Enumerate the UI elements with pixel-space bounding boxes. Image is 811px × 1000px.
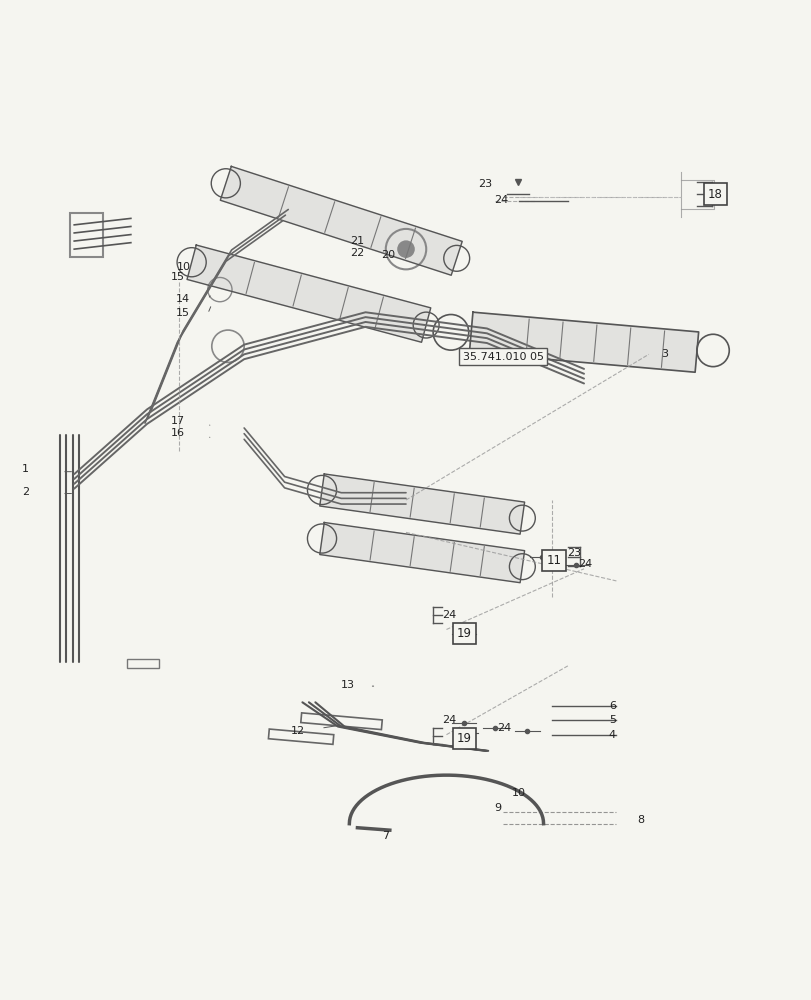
Polygon shape (469, 312, 697, 372)
Text: 4: 4 (608, 730, 616, 740)
Text: 12: 12 (290, 726, 304, 736)
Bar (300, 713, 382, 730)
Text: 3: 3 (661, 349, 667, 359)
Text: 9: 9 (494, 803, 501, 813)
Text: 14: 14 (175, 294, 190, 304)
Text: 16: 16 (170, 428, 185, 438)
Polygon shape (187, 245, 430, 342)
Polygon shape (320, 474, 524, 534)
Text: 11: 11 (546, 554, 561, 567)
Text: 6: 6 (608, 701, 615, 711)
Text: 5: 5 (608, 715, 615, 725)
Text: 24: 24 (441, 715, 456, 725)
Text: 23: 23 (478, 179, 491, 189)
Text: 19: 19 (457, 732, 471, 745)
Text: 7: 7 (382, 831, 388, 841)
Text: 24: 24 (441, 610, 456, 620)
Bar (268, 729, 333, 744)
Text: 13: 13 (341, 680, 354, 690)
Text: 15: 15 (170, 272, 185, 282)
Text: 23: 23 (567, 548, 581, 558)
Text: 24: 24 (497, 723, 511, 733)
Text: 35.741.010 05: 35.741.010 05 (462, 352, 543, 362)
Text: 15: 15 (175, 308, 190, 318)
Text: 10: 10 (512, 788, 526, 798)
Text: 24: 24 (577, 559, 592, 569)
Text: 24: 24 (494, 195, 508, 205)
Text: 19: 19 (457, 627, 471, 640)
Bar (70, 213, 102, 257)
Polygon shape (220, 166, 461, 275)
Bar (127, 659, 159, 668)
Text: 17: 17 (170, 416, 185, 426)
Text: 20: 20 (380, 250, 395, 260)
Polygon shape (320, 522, 524, 583)
Text: 2: 2 (22, 487, 29, 497)
Text: 18: 18 (707, 188, 722, 201)
Text: 8: 8 (637, 815, 643, 825)
Text: 22: 22 (350, 248, 364, 258)
Text: 21: 21 (350, 236, 364, 246)
Text: 10: 10 (176, 262, 191, 272)
Text: 1: 1 (22, 464, 29, 474)
Circle shape (397, 241, 414, 257)
